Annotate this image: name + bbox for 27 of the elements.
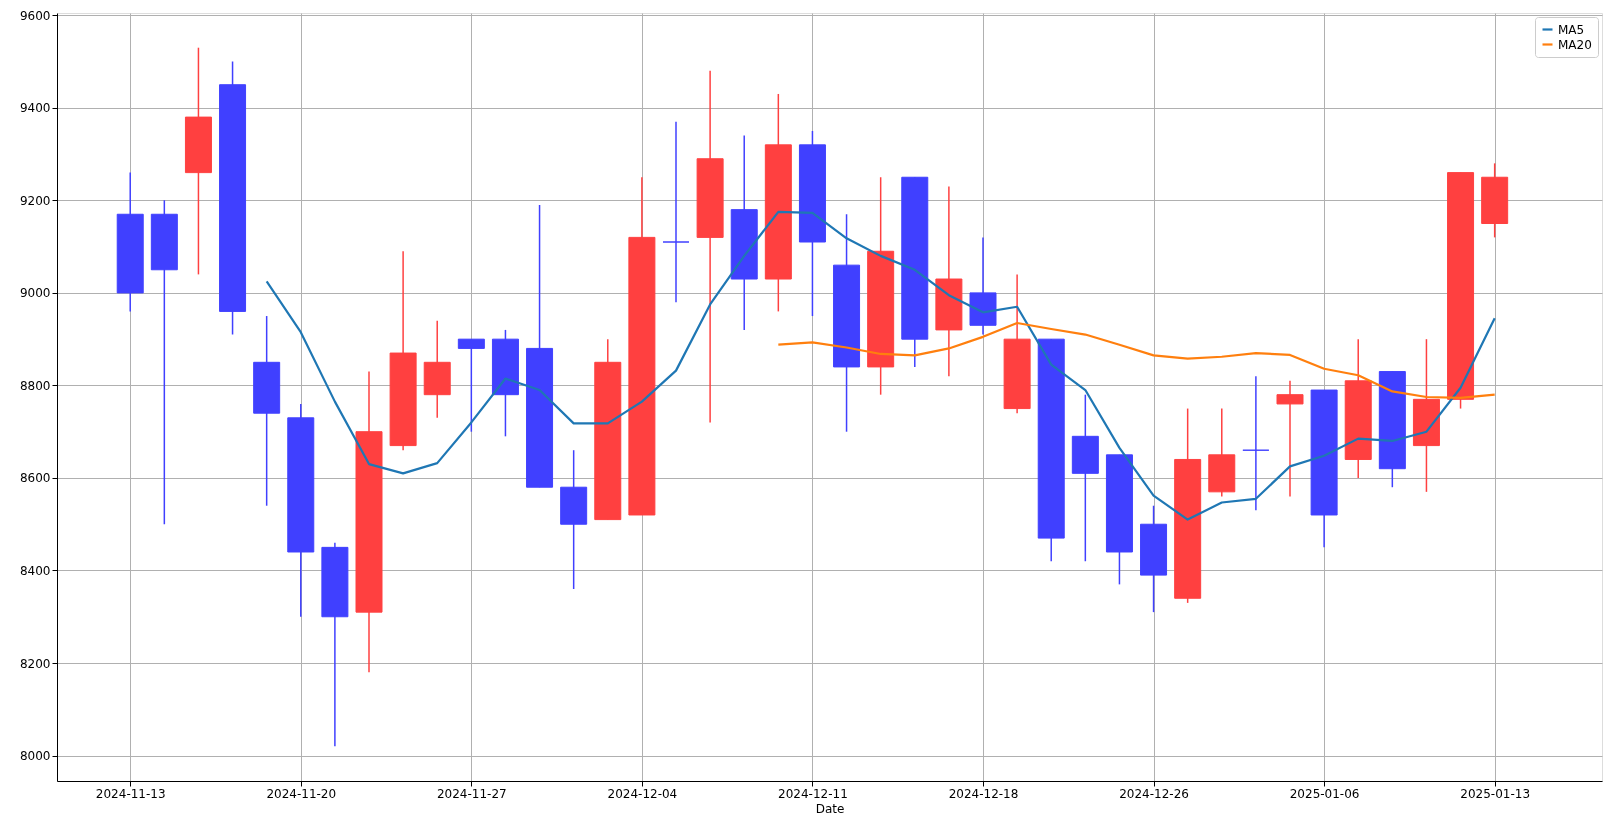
x-tick-label: 2024-12-18 [948, 786, 1019, 801]
x-tick-label: 2024-12-11 [778, 786, 848, 801]
x-tick-label: 2024-11-27 [436, 786, 507, 801]
candlestick [662, 120, 690, 303]
y-tick-label: 8600 [19, 471, 51, 486]
x-tick-label: 2024-11-13 [95, 786, 166, 801]
y-tick-label: 8000 [19, 749, 51, 764]
candlestick [1242, 375, 1270, 512]
legend-label: MA5 [1558, 22, 1585, 37]
line-series [777, 321, 1496, 400]
y-tick-label: 9600 [19, 8, 51, 23]
y-tick-label: 8800 [19, 378, 51, 393]
y-tick-label: 9200 [19, 193, 51, 208]
y-tick-label: 9400 [19, 101, 51, 116]
x-tick-label: 2024-11-20 [266, 786, 337, 801]
candlestick [1276, 380, 1304, 498]
line-series [265, 210, 1496, 521]
x-tick-label: 2024-12-04 [607, 786, 678, 801]
x-tick-label: 2024-12-26 [1119, 786, 1189, 801]
x-axis-title: Date [815, 801, 845, 816]
candlestick [457, 338, 485, 433]
y-tick-label: 9000 [19, 286, 51, 301]
y-tick-label: 8200 [19, 656, 51, 671]
x-tick-label: 2025-01-13 [1460, 786, 1531, 801]
legend-label: MA20 [1558, 37, 1592, 52]
x-tick-label: 2025-01-06 [1289, 786, 1360, 801]
y-tick-label: 8400 [19, 563, 51, 578]
